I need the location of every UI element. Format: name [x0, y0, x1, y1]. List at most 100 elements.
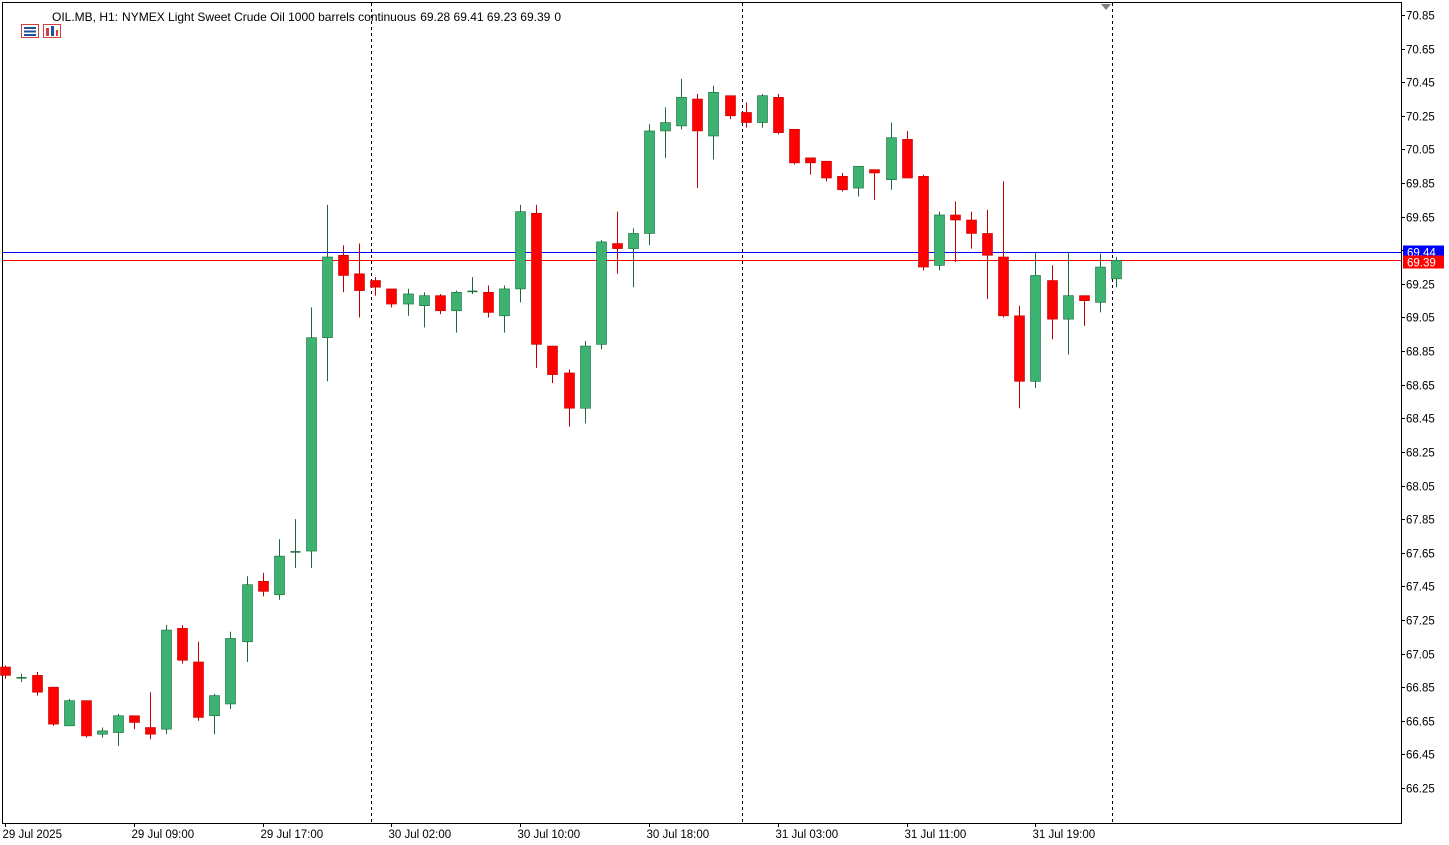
candle [1079, 295, 1090, 326]
period-separators [371, 3, 1113, 823]
candle-body [225, 638, 236, 705]
candle-body [129, 715, 140, 723]
trade-panel-icon[interactable] [8, 10, 40, 38]
candle-body [1063, 295, 1074, 320]
candle [1063, 251, 1074, 355]
candle [869, 169, 880, 200]
candle-body [97, 730, 108, 735]
candle-body [306, 337, 317, 552]
price-tick-label: 66.25 [1406, 784, 1435, 796]
candle [242, 576, 253, 662]
candle [193, 641, 204, 721]
candle [612, 211, 623, 274]
candle [129, 715, 140, 730]
candle-body [32, 675, 43, 693]
candle [966, 211, 977, 249]
candle-body [692, 98, 703, 132]
candle [853, 165, 864, 197]
candle [757, 93, 768, 128]
price-tick-label: 67.05 [1406, 650, 1435, 662]
candle-body [242, 584, 253, 643]
candle [306, 307, 317, 568]
symbol-description: NYMEX Light Sweet Crude Oil 1000 barrels… [122, 10, 417, 24]
price-tick-label: 66.85 [1406, 683, 1435, 695]
candle [161, 624, 172, 735]
price-axis[interactable]: 70.8570.6570.4570.2570.0569.8569.6569.45… [1401, 11, 1444, 796]
candles [0, 78, 1122, 746]
candle-body [918, 176, 929, 268]
candle [805, 157, 816, 175]
candle [982, 209, 993, 299]
candle [97, 727, 108, 738]
candle [789, 128, 800, 165]
candle [934, 211, 945, 271]
candle-body [628, 233, 639, 249]
candle-body [1047, 280, 1058, 320]
chart-shift-marker-icon[interactable] [1101, 4, 1111, 10]
candle [435, 293, 446, 315]
price-tick-label: 70.65 [1406, 45, 1435, 57]
candle [370, 277, 381, 296]
candle [628, 228, 639, 288]
price-tick-label: 70.25 [1406, 112, 1435, 124]
candle [16, 673, 27, 683]
candle-body [1095, 266, 1106, 303]
candle-body [81, 700, 92, 737]
price-tick-label: 67.45 [1406, 582, 1435, 594]
price-tick-label: 67.25 [1406, 616, 1435, 628]
candle-body [258, 581, 269, 592]
candle [258, 572, 269, 597]
candle-body [934, 214, 945, 266]
candle-body [741, 112, 752, 123]
candle [741, 102, 752, 128]
candle-body [1014, 315, 1025, 382]
price-tick-label: 68.45 [1406, 414, 1435, 426]
candle [403, 288, 414, 316]
price-tick-label: 69.65 [1406, 213, 1435, 225]
candle-body [902, 139, 913, 179]
candle-body [113, 715, 124, 733]
candle-body [1079, 295, 1090, 301]
price-tick-label: 70.05 [1406, 145, 1435, 157]
candle [499, 285, 510, 333]
candle-body [982, 233, 993, 256]
candle [515, 204, 526, 303]
candle-body [837, 176, 848, 191]
candle-body [1111, 260, 1122, 280]
candle-body [853, 165, 864, 189]
candle-body [998, 256, 1009, 317]
price-tick-label: 68.05 [1406, 482, 1435, 494]
candle-body [886, 137, 897, 180]
candle [338, 245, 349, 293]
candle [596, 240, 607, 350]
candle-body [1030, 275, 1041, 382]
candle [1095, 253, 1106, 313]
candle [467, 277, 478, 294]
candle-body [64, 700, 75, 727]
price-tick-label: 70.85 [1406, 11, 1435, 23]
candle-body [757, 95, 768, 123]
candle [821, 160, 832, 182]
candle [918, 174, 929, 271]
candle [32, 672, 43, 696]
time-axis[interactable]: 29 Jul 2025 29 Jul 09:00 29 Jul 17:00 30 Ju… [3, 823, 1096, 841]
candle [564, 369, 575, 427]
price-tick-label: 68.65 [1406, 381, 1435, 393]
candle [547, 345, 558, 384]
candle-body [403, 293, 414, 305]
candle-body [354, 273, 365, 291]
volume-value: 0 [554, 10, 561, 24]
candle-body [322, 256, 333, 338]
candle [225, 631, 236, 710]
candle [451, 290, 462, 333]
candle-body [676, 97, 687, 127]
candle [886, 122, 897, 190]
candle-body [161, 629, 172, 730]
candle [692, 93, 703, 189]
symbol-label: OIL.MB, H1: [52, 10, 119, 24]
candle-body [145, 727, 156, 735]
candle [145, 692, 156, 740]
indicator-icon[interactable] [30, 10, 62, 38]
candle [725, 95, 736, 120]
